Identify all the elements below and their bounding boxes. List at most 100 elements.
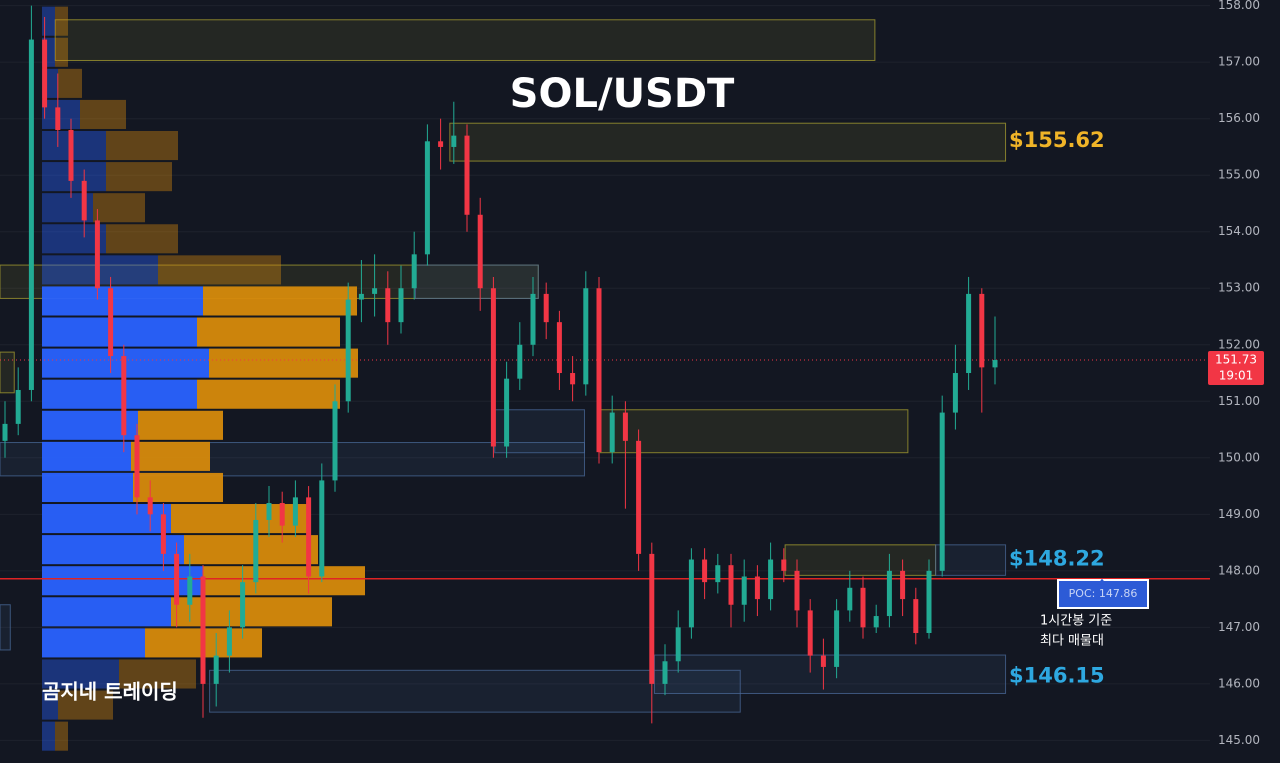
candle-body [886, 570, 892, 617]
candle-body [332, 401, 338, 481]
candle-body [372, 288, 378, 294]
y-tick-label: 151.00 [1218, 394, 1260, 408]
candle-body [517, 344, 523, 379]
candle-body [966, 293, 972, 374]
candle-body [860, 587, 866, 628]
y-tick-label: 157.00 [1218, 55, 1260, 69]
profile-sell [203, 286, 357, 316]
poc-note: 최다 매물대 [1040, 634, 1104, 649]
profile-sell [58, 68, 82, 98]
candle-body [477, 214, 483, 289]
candle-body [556, 322, 562, 374]
profile-buy [42, 286, 203, 316]
zone [494, 409, 585, 454]
y-tick-label: 146.00 [1218, 676, 1260, 690]
profile-sell [55, 37, 68, 67]
y-tick-label: 153.00 [1218, 281, 1260, 295]
zone [449, 122, 1007, 162]
profile-buy [42, 99, 80, 129]
profile-buy [42, 379, 197, 409]
profile-sell [209, 348, 358, 378]
last-price-label: 151.73 [1215, 353, 1257, 367]
candle-body [55, 107, 61, 130]
candle-body [306, 497, 312, 577]
candle-body [649, 553, 655, 684]
profile-buy [42, 472, 133, 503]
candle-body [464, 135, 470, 215]
zone [415, 264, 539, 299]
candle-body [2, 423, 8, 441]
y-tick-label: 145.00 [1218, 733, 1260, 747]
candle-body [147, 497, 153, 515]
candle-body [636, 440, 642, 554]
profile-buy [42, 255, 158, 285]
candle-body [873, 616, 879, 628]
y-tick-label: 149.00 [1218, 507, 1260, 521]
zone [653, 654, 1007, 694]
candle-body [543, 293, 549, 323]
price-label: $155.62 [1009, 128, 1105, 152]
y-tick-label: 147.00 [1218, 620, 1260, 634]
candle-body [807, 610, 813, 656]
profile-sell [184, 535, 318, 565]
candle-body [609, 412, 615, 453]
candle-body [847, 587, 853, 611]
last-price-badge [1208, 351, 1264, 386]
labels: 145.00 146.00 147.00 148.00 149.00 150.00 151.… [1009, 0, 1264, 747]
poc-label: POC: 147.86 [1069, 587, 1138, 600]
candle-body [292, 497, 298, 526]
chart-title: SOL/USDT [510, 71, 735, 117]
candle-body [596, 288, 602, 453]
profile-sell [131, 441, 210, 471]
profile-buy [42, 690, 58, 720]
candle-body [939, 412, 945, 571]
candle-body [504, 378, 510, 447]
candle-body [451, 135, 457, 147]
profile-buy [42, 162, 106, 192]
candle-body [913, 599, 919, 634]
candle-body [438, 141, 444, 147]
candle-body [121, 356, 127, 436]
profile-sell [55, 6, 68, 36]
profile-buy [42, 130, 106, 161]
candle-body [200, 576, 206, 684]
zone [935, 544, 1007, 576]
watermark: 곰지네 트레이딩 [42, 680, 178, 704]
profile-buy [42, 441, 131, 471]
candle-body [570, 373, 576, 385]
zone [599, 409, 909, 454]
profile-buy [42, 721, 55, 751]
last-price-time: 19:01 [1219, 369, 1254, 383]
candle-body [385, 288, 391, 323]
y-tick-label: 150.00 [1218, 450, 1260, 464]
candle-body [253, 519, 259, 583]
candle-body [741, 576, 747, 605]
candle-body [834, 610, 840, 667]
zone [0, 351, 15, 394]
profile-buy [42, 535, 184, 565]
profile-sell [55, 721, 68, 751]
profile-buy [42, 317, 197, 347]
candle-body [187, 576, 193, 605]
candle-body [108, 288, 114, 357]
poc-marker [1097, 578, 1107, 585]
candle-body [81, 180, 87, 221]
candle-body [754, 576, 760, 600]
candle-body [490, 288, 496, 447]
candle-body [781, 559, 787, 571]
candle-body [530, 293, 536, 345]
profile-sell [203, 566, 365, 596]
candle-body [688, 559, 694, 628]
candle-body [174, 553, 180, 605]
candle-body [583, 288, 589, 385]
zone [0, 604, 11, 651]
candle-body [226, 627, 232, 656]
profile-sell [106, 162, 172, 192]
candle-body [411, 254, 417, 289]
candle-body [319, 480, 325, 577]
y-tick-label: 152.00 [1218, 337, 1260, 351]
profile-sell [80, 99, 126, 129]
profile-sell [158, 255, 281, 285]
candle-body [728, 565, 734, 605]
